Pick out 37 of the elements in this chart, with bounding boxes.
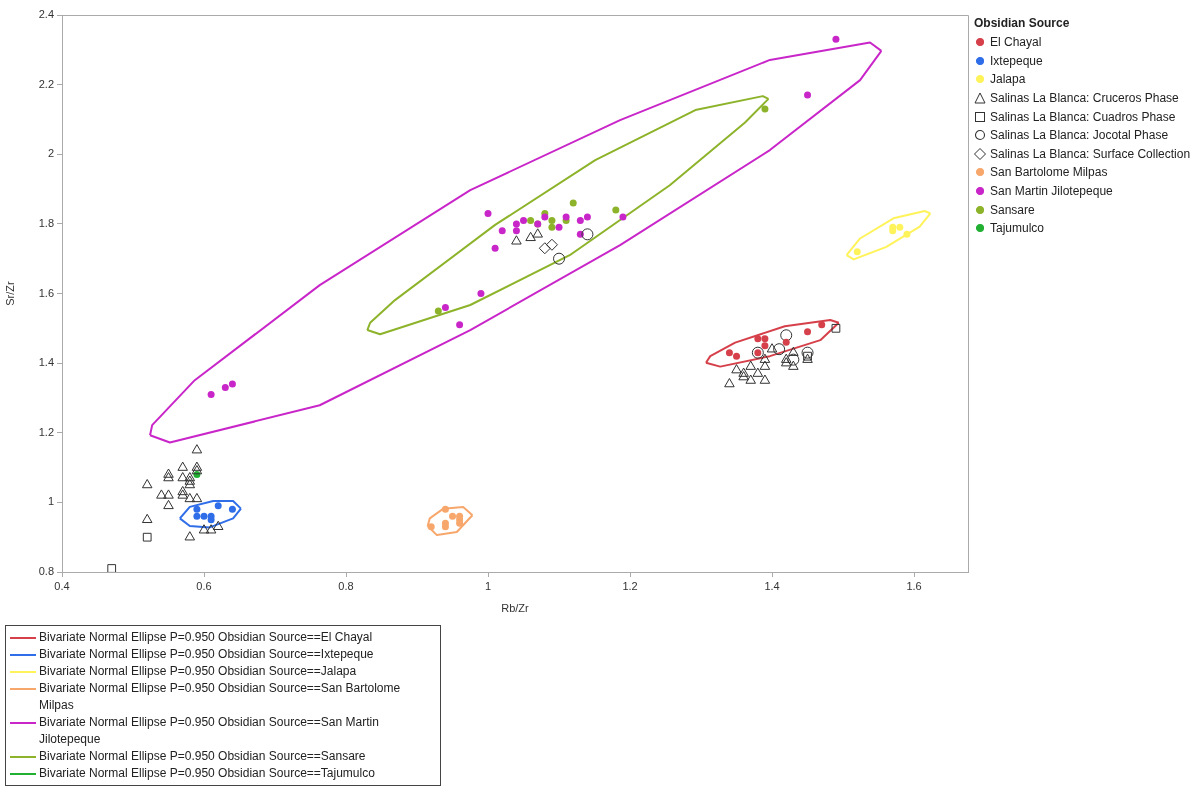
y-tick-label: 1.4 — [38, 356, 54, 369]
x-tick-label: 1 — [484, 579, 492, 592]
y-tick-label: 1 — [47, 495, 54, 508]
legend-label: San Bartolome Milpas — [990, 165, 1108, 180]
y-tick-label: 2.4 — [38, 8, 54, 21]
y-tick-label: 1.8 — [38, 216, 54, 229]
x-tick-label: 1.2 — [622, 579, 638, 592]
x-tick-label: 1.4 — [764, 579, 780, 592]
legend-label: Salinas La Blanca: Jocotal Phase — [990, 128, 1169, 143]
y-tick-label: 0.8 — [38, 565, 54, 578]
legend-label: Salinas La Blanca: Cuadros Phase — [990, 109, 1176, 124]
legend-title: Obsidian Source — [974, 16, 1071, 30]
legend-label: Bivariate Normal Ellipse P=0.950 Obsidian Source==San Bartolome Milpas — [39, 680, 402, 714]
legend-label: Ixtepeque — [990, 53, 1043, 68]
y-tick-label: 1.6 — [38, 286, 54, 299]
legend-label: Bivariate Normal Ellipse P=0.950 Obsidian Source==El Chayal — [39, 629, 373, 646]
legend-label: Tajumulco — [990, 221, 1045, 236]
legend-label: Bivariate Normal Ellipse P=0.950 Obsidian Source==Ixtepeque — [39, 646, 374, 663]
x-tick-label: 0.6 — [196, 579, 212, 592]
x-tick-label: 1.6 — [906, 579, 922, 592]
legend-label: Bivariate Normal Ellipse P=0.950 Obsidian Source==Tajumulco — [39, 765, 375, 782]
x-tick-label: 0.8 — [338, 579, 354, 592]
legend-label: Bivariate Normal Ellipse P=0.950 Obsidian Source==Sansare — [39, 748, 366, 765]
x-axis-title: Rb/Zr — [501, 602, 530, 615]
legend-label: San Martin Jilotepeque — [990, 184, 1113, 199]
legend-label: Sansare — [990, 202, 1035, 217]
y-tick-label: 2 — [47, 147, 54, 160]
legend-label: Salinas La Blanca: Cruceros Phase — [990, 91, 1179, 106]
y-tick-label: 1.2 — [38, 425, 54, 438]
legend-label: Salinas La Blanca: Surface Collection — [990, 146, 1191, 161]
legend-label: Jalapa — [990, 72, 1026, 87]
legend-label: Bivariate Normal Ellipse P=0.950 Obsidian Source==San Martin Jilotepeque — [39, 714, 380, 748]
legend-label: El Chayal — [990, 35, 1042, 50]
x-tick-label: 0.4 — [54, 579, 70, 592]
y-tick-label: 2.2 — [38, 77, 54, 90]
legend-label: Bivariate Normal Ellipse P=0.950 Obsidian Source==Jalapa — [39, 663, 357, 680]
y-axis-title: Sr/Zr — [3, 280, 16, 306]
